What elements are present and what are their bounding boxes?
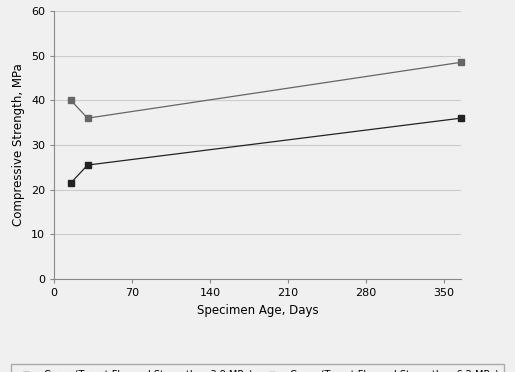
- Cores (Target Flexural Strength = 6.2 MPa): [68, 98, 74, 103]
- Line: Cores (Target Flexural Strength = 6.2 MPa): Cores (Target Flexural Strength = 6.2 MP…: [68, 60, 464, 121]
- Cores (Target Flexural Strength = 3.8 MPa): [458, 116, 464, 121]
- Cores (Target Flexural Strength = 6.2 MPa): [84, 116, 91, 121]
- Cores (Target Flexural Strength = 6.2 MPa): [458, 60, 464, 65]
- Legend: Cores (Target Flexural Strength = 3.8 MPa), Cores (Target Flexural Strength = 6.: Cores (Target Flexural Strength = 3.8 MP…: [11, 364, 504, 372]
- Y-axis label: Compressive Strength, MPa: Compressive Strength, MPa: [12, 64, 25, 226]
- Cores (Target Flexural Strength = 3.8 MPa): [84, 163, 91, 167]
- X-axis label: Specimen Age, Days: Specimen Age, Days: [197, 304, 318, 317]
- Line: Cores (Target Flexural Strength = 3.8 MPa): Cores (Target Flexural Strength = 3.8 MP…: [68, 115, 464, 186]
- Cores (Target Flexural Strength = 3.8 MPa): [68, 181, 74, 185]
